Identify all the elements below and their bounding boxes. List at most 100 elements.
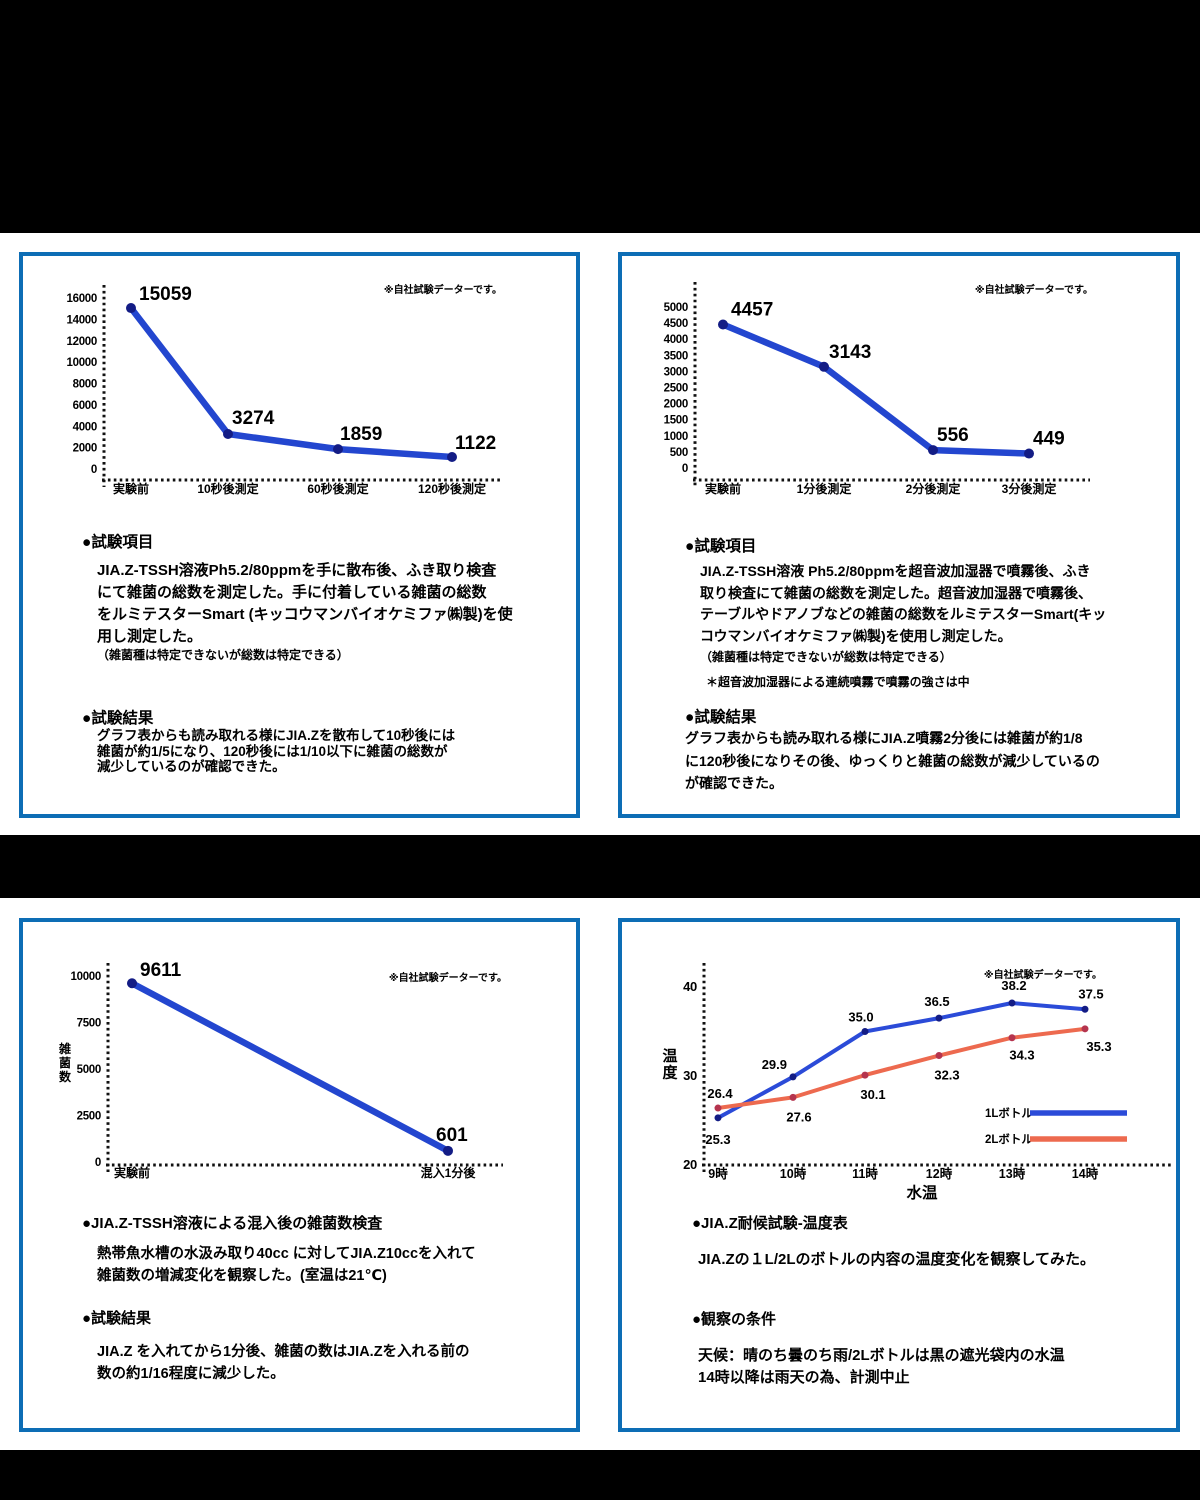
svg-text:数: 数 (59, 1069, 72, 1084)
svg-text:雑: 雑 (58, 1041, 71, 1056)
test-item-subnote: （雑菌種は特定できないが総数は特定できる） (97, 648, 349, 662)
svg-text:※自社試験データーです。: ※自社試験データーです。 (984, 968, 1102, 981)
top-black-band (0, 0, 1200, 233)
observation-conditions-body: 天候：晴のち曇のち雨/2Lボトルは黒の遮光袋内の水温 14時以降は雨天の為、計測… (698, 1347, 1065, 1386)
test-item-subnote-1: （雑菌種は特定できないが総数は特定できる） (700, 650, 952, 664)
svg-text:12時: 12時 (926, 1166, 953, 1181)
svg-text:11時: 11時 (852, 1166, 878, 1181)
panel-humidifier-spray-test: 0 500 1000 1500 2000 2500 3000 3500 4000 4500 5000… (618, 252, 1180, 818)
svg-text:30.1: 30.1 (860, 1087, 885, 1102)
section-heading-test-result: ●試験結果 (82, 710, 154, 727)
svg-text:27.6: 27.6 (786, 1109, 811, 1124)
svg-text:4500: 4500 (664, 318, 688, 330)
test-result-body: グラフ表からも読み取れる様にJIA.Z噴霧2分後には雑菌が約1/8 に120秒後… (685, 730, 1100, 791)
svg-text:0: 0 (682, 463, 688, 475)
chart-hand-spray-test: 0 2000 4000 6000 8000 10000 12000 14000 16000 実験前… (67, 283, 502, 496)
svg-text:16000: 16000 (67, 293, 97, 305)
svg-text:7500: 7500 (77, 1018, 101, 1030)
panel-mixing-test: 0 2500 5000 7500 10000 実験前 混入1分後 9611 601 ※自社試験デー… (19, 918, 580, 1432)
svg-text:1Lボトル: 1Lボトル (985, 1106, 1033, 1120)
svg-text:12000: 12000 (67, 336, 97, 348)
svg-text:5000: 5000 (77, 1064, 101, 1076)
svg-text:度: 度 (662, 1063, 678, 1081)
test-item-body: JIA.Z-TSSH溶液Ph5.2/80ppmを手に散布後、ふき取り検査 にて雑… (97, 562, 513, 645)
chart-temperature-test: 20 30 40 9時 10時 11時 12時 13時 14時 25.3 29.9 35.0 36.5 3… (662, 963, 1172, 1202)
svg-text:38.2: 38.2 (1001, 978, 1026, 993)
svg-text:6000: 6000 (73, 400, 97, 412)
svg-text:※自社試験データーです。: ※自社試験データーです。 (975, 283, 1093, 296)
svg-text:20: 20 (683, 1157, 697, 1172)
svg-text:実験前: 実験前 (113, 481, 149, 496)
svg-text:3500: 3500 (664, 350, 688, 362)
temp-test-body: JIA.Zの１L/2Lのボトルの内容の温度変化を観察してみた。 (698, 1251, 1096, 1268)
svg-text:2500: 2500 (77, 1111, 101, 1123)
section-heading-test-item: ●試験項目 (685, 538, 757, 555)
section-heading-temp-test: ●JIA.Z耐候試験-温度表 (692, 1215, 848, 1232)
svg-text:14000: 14000 (67, 314, 97, 326)
svg-text:60秒後測定: 60秒後測定 (307, 481, 368, 496)
svg-text:3分後測定: 3分後測定 (1002, 481, 1057, 496)
section-heading-observation-conditions: ●観察の条件 (692, 1311, 777, 1328)
svg-text:3274: 3274 (232, 408, 275, 429)
svg-text:37.5: 37.5 (1078, 986, 1103, 1001)
svg-text:10000: 10000 (71, 971, 101, 983)
svg-text:10時: 10時 (780, 1166, 807, 1181)
svg-text:温: 温 (662, 1048, 677, 1065)
test-item-body: JIA.Z-TSSH溶液 Ph5.2/80ppmを超音波加湿器で噴霧後、ふき 取… (700, 563, 1107, 644)
svg-text:4457: 4457 (731, 299, 773, 320)
svg-text:1分後測定: 1分後測定 (797, 481, 852, 496)
svg-text:32.3: 32.3 (934, 1068, 959, 1083)
section-heading-mixing-test: ●JIA.Z-TSSH溶液による混入後の雑菌数検査 (82, 1215, 383, 1232)
svg-text:9時: 9時 (708, 1166, 728, 1181)
middle-black-band (0, 835, 1200, 898)
section-heading-test-item: ●試験項目 (82, 534, 154, 551)
svg-text:449: 449 (1033, 429, 1065, 450)
svg-text:8000: 8000 (73, 379, 97, 391)
svg-text:0: 0 (95, 1157, 101, 1169)
bottom-black-band (0, 1450, 1200, 1500)
svg-text:2Lボトル: 2Lボトル (985, 1132, 1033, 1146)
svg-text:13時: 13時 (999, 1166, 1026, 1181)
svg-text:1122: 1122 (455, 433, 496, 454)
test-result-body: JIA.Z を入れてから1分後、雑菌の数はJIA.Zを入れる前の 数の約1/16… (97, 1344, 470, 1382)
svg-text:500: 500 (670, 447, 688, 459)
panel-hand-spray-test: 0 2000 4000 6000 8000 10000 12000 14000 16000 実験前… (19, 252, 580, 818)
svg-text:10000: 10000 (67, 357, 97, 369)
svg-text:2000: 2000 (664, 399, 688, 411)
svg-text:36.5: 36.5 (924, 994, 949, 1009)
svg-text:2分後測定: 2分後測定 (906, 481, 961, 496)
svg-text:※自社試験データーです。: ※自社試験データーです。 (389, 971, 507, 984)
svg-text:35.0: 35.0 (848, 1010, 873, 1025)
svg-text:1000: 1000 (664, 431, 688, 443)
svg-text:9611: 9611 (140, 960, 182, 981)
svg-text:3143: 3143 (829, 342, 871, 363)
svg-text:2500: 2500 (664, 383, 688, 395)
panel-temperature-test: 20 30 40 9時 10時 11時 12時 13時 14時 25.3 29.9 35.0 36.5 3… (618, 918, 1180, 1432)
svg-text:10秒後測定: 10秒後測定 (197, 481, 258, 496)
svg-text:0: 0 (91, 464, 97, 476)
svg-text:120秒後測定: 120秒後測定 (418, 481, 486, 496)
svg-text:1500: 1500 (664, 415, 688, 427)
svg-text:実験前: 実験前 (114, 1165, 150, 1180)
svg-text:混入1分後: 混入1分後 (421, 1165, 477, 1180)
svg-text:30: 30 (683, 1068, 697, 1083)
svg-text:35.3: 35.3 (1086, 1039, 1111, 1054)
test-item-subnote-2: ＊超音波加湿器による連続噴霧で噴霧の強さは中 (706, 675, 970, 689)
svg-text:40: 40 (683, 979, 697, 994)
chart-mixing-test: 0 2500 5000 7500 10000 実験前 混入1分後 9611 601 ※自社試験デー… (58, 960, 507, 1180)
svg-text:菌: 菌 (59, 1055, 71, 1070)
svg-text:1859: 1859 (340, 424, 382, 445)
svg-text:556: 556 (937, 425, 969, 446)
svg-text:15059: 15059 (139, 284, 192, 305)
svg-text:29.9: 29.9 (762, 1057, 787, 1072)
svg-text:水温: 水温 (906, 1183, 938, 1202)
section-heading-test-result: ●試験結果 (82, 1310, 152, 1327)
svg-text:※自社試験データーです。: ※自社試験データーです。 (384, 283, 502, 296)
svg-text:601: 601 (436, 1125, 468, 1146)
svg-text:5000: 5000 (664, 302, 688, 314)
svg-text:3000: 3000 (664, 366, 688, 378)
section-heading-test-result: ●試験結果 (685, 709, 757, 726)
svg-text:4000: 4000 (664, 334, 688, 346)
svg-text:2000: 2000 (73, 443, 97, 455)
svg-text:14時: 14時 (1072, 1166, 1099, 1181)
